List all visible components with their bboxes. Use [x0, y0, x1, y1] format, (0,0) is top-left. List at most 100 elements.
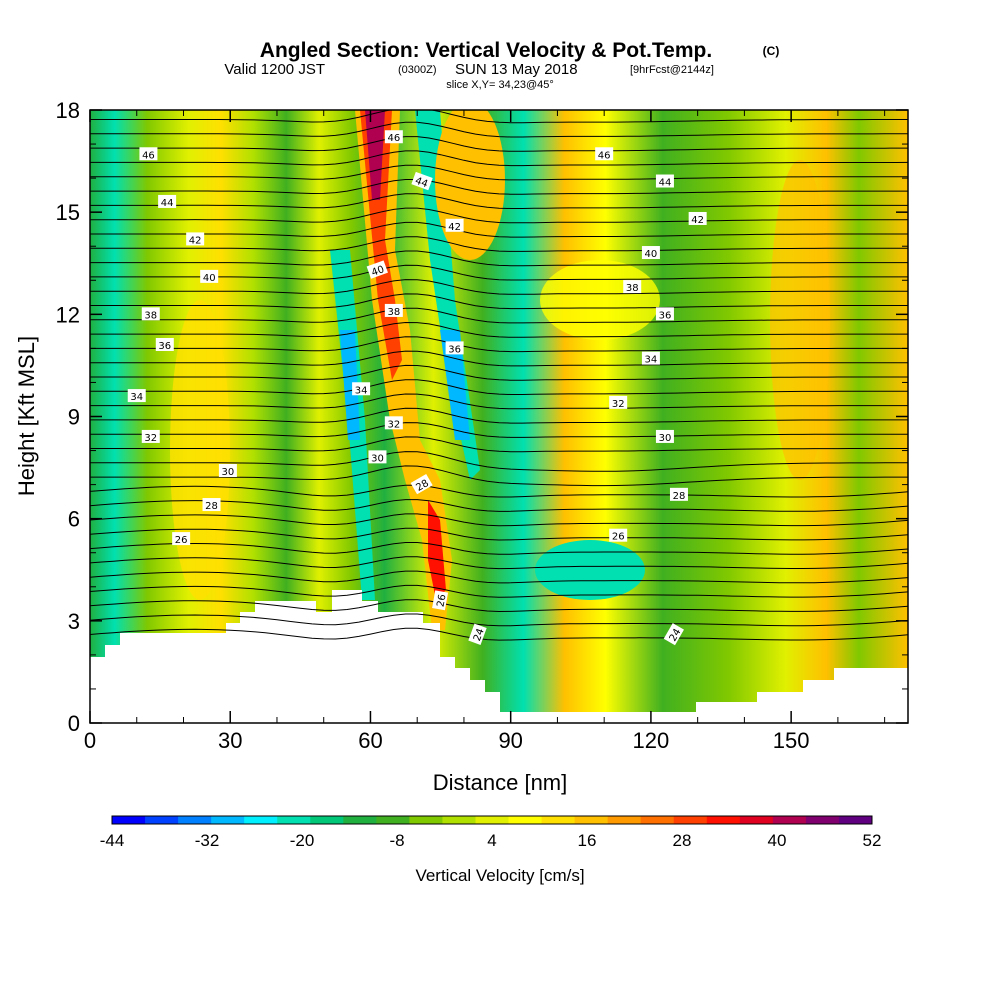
colorbar-swatch	[178, 816, 212, 824]
contour-label-text: 46	[142, 150, 155, 161]
colorbar-swatch	[772, 816, 807, 824]
chart-title: Angled Section: Vertical Velocity & Pot.…	[260, 39, 712, 62]
forecast-info: [9hrFcst@2144z]	[630, 64, 714, 76]
contour-label-box	[139, 147, 158, 161]
isentrope-line	[90, 364, 908, 381]
contour-label-text: 44	[161, 198, 174, 209]
contour-labels: 46 44 42 40 38 36 34 32 30 28 26 46 44 42 40 38 36 34 32 30…	[127, 130, 707, 646]
colorbar-swatch	[244, 816, 278, 824]
contour-label: 32	[141, 429, 160, 444]
contour-label-box	[663, 623, 684, 646]
y-tick-label: 0	[68, 711, 80, 736]
contour-label: 38	[623, 280, 642, 294]
isentrope-line	[90, 436, 908, 453]
isentrope-line	[90, 150, 908, 167]
isentrope-line	[90, 527, 908, 541]
contour-label-text: 36	[659, 310, 672, 321]
contour-label-box	[352, 382, 371, 396]
contour-label-box	[141, 307, 160, 321]
contour-label: 42	[186, 232, 205, 246]
contour-label-box	[218, 463, 237, 477]
isentrope-line	[90, 94, 908, 109]
slice-info: slice X,Y= 34,23@45°	[446, 79, 554, 91]
isentrope-line	[90, 599, 908, 613]
contour-label-text: 42	[691, 215, 704, 226]
isentrope-line	[90, 407, 908, 424]
colorbar-swatch	[541, 816, 576, 824]
y-tick-label: 18	[56, 98, 80, 123]
contour-label-text: 38	[387, 307, 400, 318]
updraft-peak	[365, 110, 385, 200]
contour-label-text: 34	[355, 385, 368, 396]
contour-label: 26	[172, 532, 191, 546]
contour-label: 36	[445, 341, 464, 355]
contour-label-text: 44	[659, 178, 672, 189]
contour-label-box	[445, 341, 464, 355]
isentrope-line	[90, 279, 908, 295]
colorbar-frame	[111, 815, 873, 825]
isentrope-line	[90, 542, 908, 555]
isentrope-lines	[90, 94, 908, 641]
x-axis-label: Distance [nm]	[433, 770, 568, 795]
contour-label-box	[172, 532, 191, 546]
isentrope-line	[90, 451, 908, 472]
colorbar-tick-label: 16	[578, 831, 597, 850]
contour-label-text: 26	[612, 532, 625, 543]
contour-label: 42	[688, 211, 707, 226]
contour-label: 46	[139, 147, 158, 161]
isentrope-line	[90, 393, 908, 410]
colorbar-swatch	[343, 816, 377, 824]
colorbar-swatch	[640, 816, 675, 824]
isentrope-line	[90, 499, 908, 512]
isentrope-line	[90, 307, 908, 324]
contour-label: 30	[655, 429, 674, 444]
contour-label-box	[384, 303, 403, 317]
plot-area: 46 44 42 40 38 36 34 32 30 28 26 46 44 42 40 38 36 34 32 30…	[90, 94, 908, 723]
isentrope-line	[90, 484, 908, 498]
contour-label-text: 30	[222, 467, 235, 478]
contour-label-box	[641, 246, 660, 260]
contour-label-text: 30	[659, 433, 672, 444]
y-tick-label: 3	[68, 609, 80, 634]
contour-label: 34	[641, 351, 660, 366]
contour-label-box	[641, 351, 660, 365]
colorbar-tick-label: 28	[673, 831, 692, 850]
colorbar-swatch	[376, 816, 410, 824]
contour-label-box	[411, 171, 433, 191]
colorbar-swatch	[277, 816, 311, 824]
contour-label-text: 44	[413, 176, 429, 191]
contour-label-text: 46	[387, 133, 400, 144]
isentrope-line	[90, 250, 908, 267]
contour-label-box	[155, 337, 174, 351]
colorbar-swatch	[310, 816, 344, 824]
contour-label-text: 32	[387, 419, 400, 430]
contour-label-box	[410, 474, 433, 495]
contour-label-box	[202, 498, 221, 512]
contour-label: 44	[655, 174, 674, 189]
contour-label-box	[655, 429, 674, 443]
contour-label: 46	[595, 147, 614, 161]
contour-label: 42	[445, 218, 464, 233]
x-axis: 0 30 60 90 120 150	[84, 110, 886, 753]
contour-label: 44	[411, 171, 433, 191]
contour-label-text: 40	[645, 249, 658, 260]
isentrope-line	[90, 570, 908, 584]
colorbar-swatch	[706, 816, 741, 824]
contour-label-box	[366, 260, 388, 279]
colorbar-swatch	[211, 816, 245, 824]
contour-label-text: 30	[371, 453, 384, 464]
contour-label-text: 28	[205, 501, 218, 512]
contour-label-box	[384, 416, 403, 430]
isentrope-line	[90, 422, 908, 438]
contour-label-box	[655, 307, 674, 321]
colorbar-swatch	[805, 816, 840, 824]
contour-label-box	[127, 389, 146, 403]
y-tick-label: 15	[56, 200, 80, 225]
mid-level-downdraft	[535, 540, 645, 600]
colorbar-swatch	[442, 816, 476, 824]
colorbar-swatch	[739, 816, 774, 824]
x-tick-label: 150	[773, 728, 810, 753]
colorbar-swatch	[508, 816, 543, 824]
contour-label-text: 32	[612, 399, 625, 410]
contour-label: 40	[200, 269, 219, 284]
